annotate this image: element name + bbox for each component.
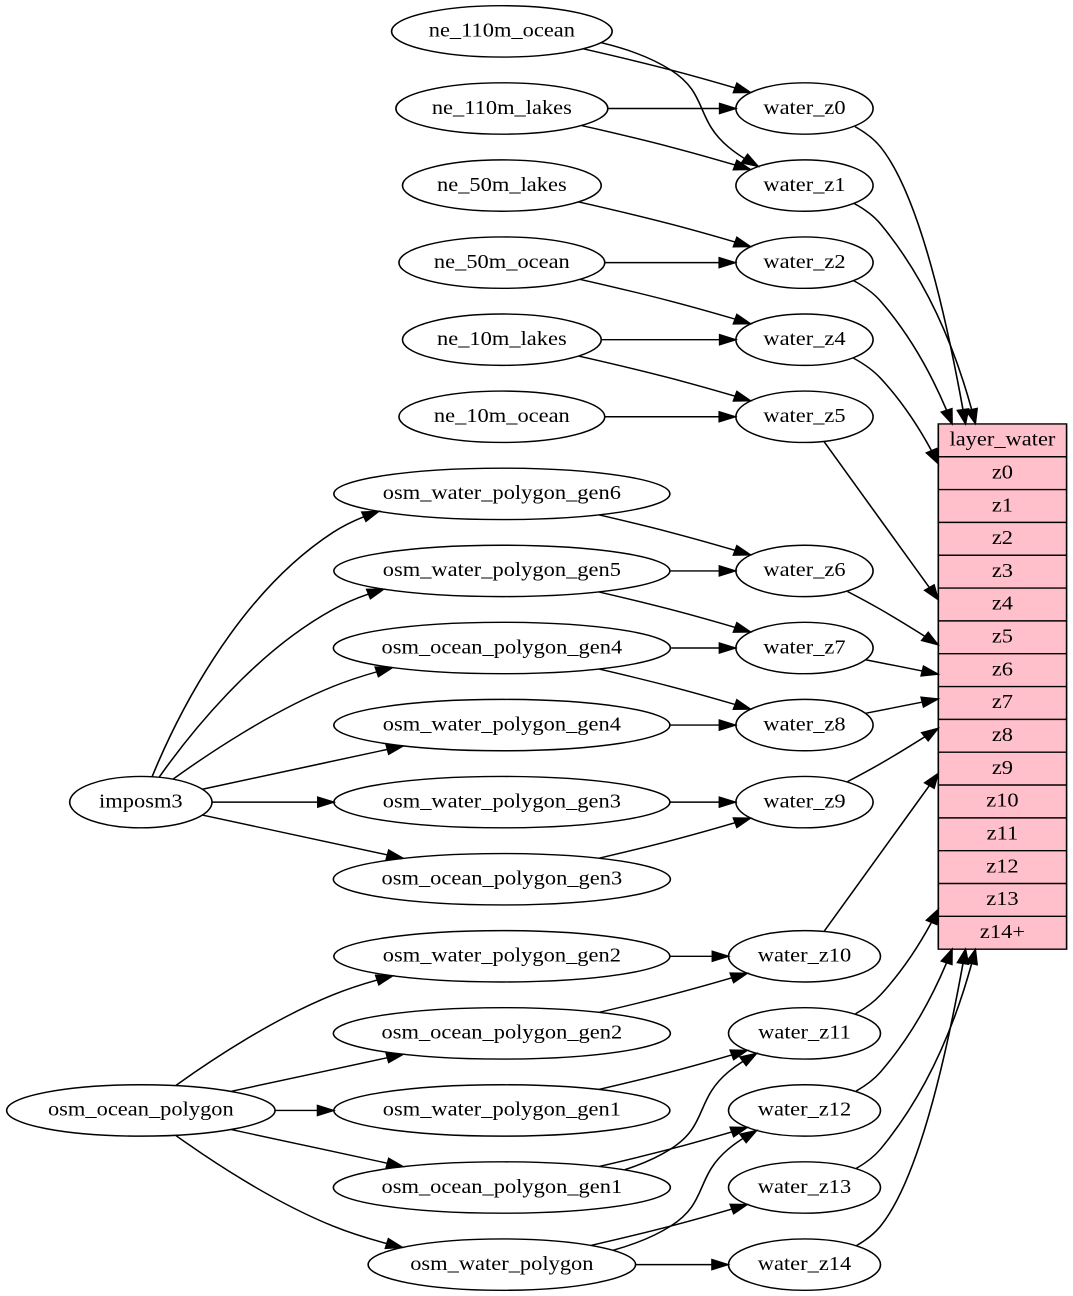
svg-text:osm_water_polygon_gen2: osm_water_polygon_gen2: [383, 944, 621, 967]
svg-text:osm_ocean_polygon_gen4: osm_ocean_polygon_gen4: [382, 635, 623, 658]
svg-text:z6: z6: [992, 658, 1013, 681]
svg-text:water_z7: water_z7: [763, 635, 846, 658]
svg-text:osm_water_polygon_gen1: osm_water_polygon_gen1: [383, 1098, 621, 1121]
svg-text:osm_ocean_polygon_gen3: osm_ocean_polygon_gen3: [382, 867, 623, 890]
svg-text:ne_10m_ocean: ne_10m_ocean: [434, 404, 570, 427]
svg-text:water_z11: water_z11: [758, 1021, 851, 1044]
svg-text:water_z0: water_z0: [763, 96, 845, 119]
svg-text:osm_water_polygon_gen4: osm_water_polygon_gen4: [383, 712, 622, 735]
svg-text:water_z9: water_z9: [763, 790, 845, 813]
svg-text:water_z10: water_z10: [758, 944, 851, 967]
svg-text:z9: z9: [992, 756, 1013, 779]
svg-text:osm_ocean_polygon_gen2: osm_ocean_polygon_gen2: [382, 1021, 623, 1044]
svg-text:z1: z1: [992, 493, 1013, 516]
svg-text:water_z8: water_z8: [763, 712, 845, 735]
svg-text:z0: z0: [992, 461, 1013, 484]
svg-text:ne_50m_ocean: ne_50m_ocean: [434, 250, 570, 273]
svg-text:osm_water_polygon_gen3: osm_water_polygon_gen3: [383, 790, 621, 813]
svg-text:osm_ocean_polygon: osm_ocean_polygon: [48, 1098, 234, 1121]
svg-text:z13: z13: [986, 887, 1018, 910]
svg-text:z12: z12: [986, 855, 1018, 878]
svg-text:imposm3: imposm3: [99, 790, 183, 813]
svg-text:osm_water_polygon: osm_water_polygon: [410, 1252, 594, 1275]
svg-text:z5: z5: [992, 625, 1013, 648]
svg-text:osm_water_polygon_gen5: osm_water_polygon_gen5: [383, 558, 621, 581]
svg-text:water_z4: water_z4: [763, 327, 846, 350]
svg-text:water_z13: water_z13: [758, 1175, 851, 1198]
svg-text:osm_ocean_polygon_gen1: osm_ocean_polygon_gen1: [382, 1175, 623, 1198]
svg-text:z2: z2: [992, 526, 1013, 549]
svg-text:ne_110m_ocean: ne_110m_ocean: [429, 19, 576, 42]
svg-text:z14+: z14+: [980, 920, 1025, 943]
svg-text:ne_50m_lakes: ne_50m_lakes: [437, 173, 567, 196]
svg-text:water_z12: water_z12: [758, 1098, 851, 1121]
svg-text:ne_110m_lakes: ne_110m_lakes: [432, 96, 572, 119]
svg-text:water_z5: water_z5: [763, 404, 845, 427]
svg-text:z10: z10: [986, 789, 1018, 812]
svg-text:ne_10m_lakes: ne_10m_lakes: [437, 327, 567, 350]
svg-text:z4: z4: [992, 592, 1014, 615]
svg-text:z3: z3: [992, 559, 1013, 582]
svg-text:water_z2: water_z2: [763, 250, 845, 273]
svg-text:z11: z11: [987, 822, 1019, 845]
svg-text:water_z14: water_z14: [758, 1252, 852, 1275]
svg-text:z7: z7: [992, 690, 1014, 713]
svg-text:osm_water_polygon_gen6: osm_water_polygon_gen6: [383, 481, 621, 504]
svg-text:z8: z8: [992, 723, 1013, 746]
svg-text:water_z6: water_z6: [763, 558, 845, 581]
svg-text:water_z1: water_z1: [763, 173, 845, 196]
svg-text:layer_water: layer_water: [949, 428, 1055, 451]
